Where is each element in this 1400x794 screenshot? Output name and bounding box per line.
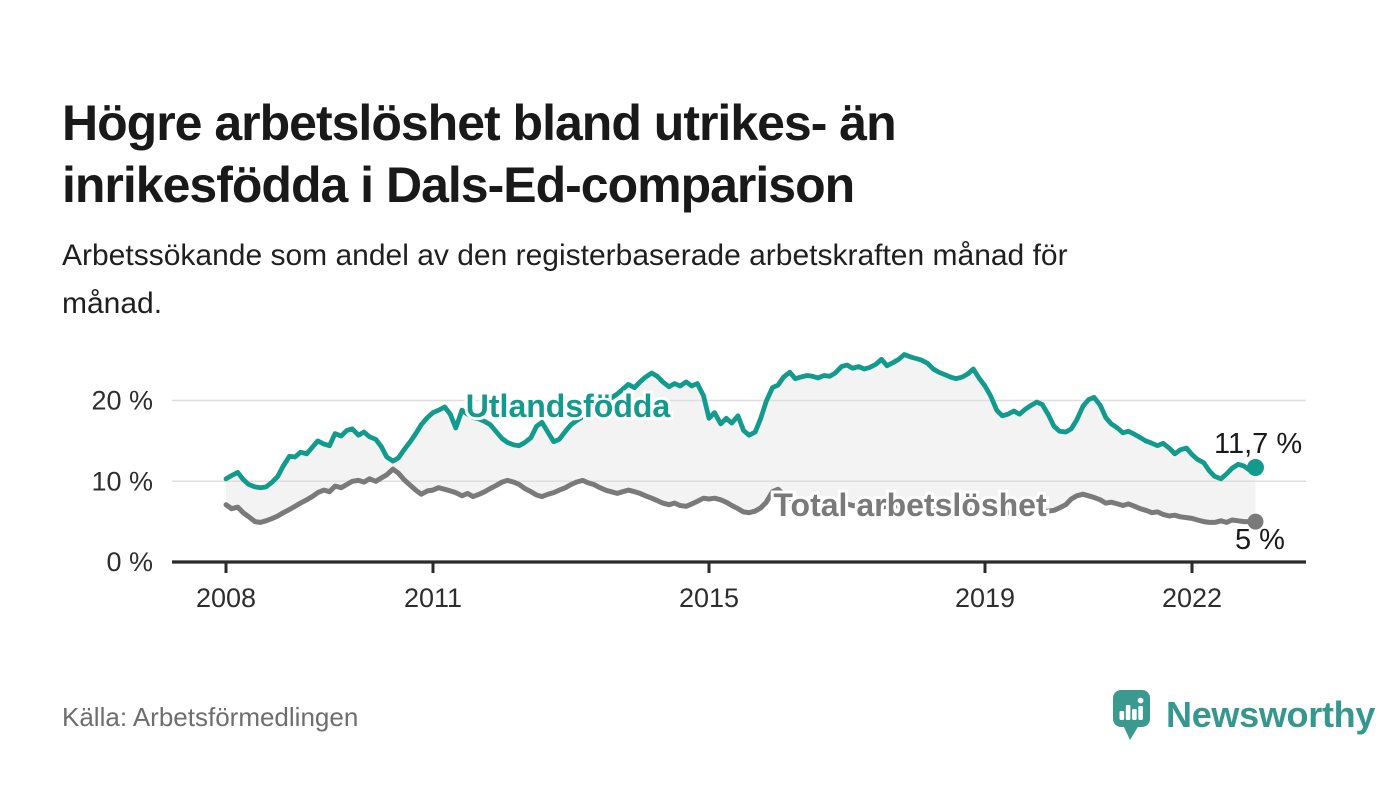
y-tick-label-0: 0 %: [106, 547, 153, 577]
source-note: Källa: Arbetsförmedlingen: [62, 702, 359, 732]
end-value-label-utlandsf-dda: 11,7 %: [1214, 428, 1302, 460]
endpoint-dot-total-arbetsl-shet: [1247, 513, 1264, 530]
newsworthy-logo-icon: [1113, 690, 1150, 740]
series-label-utlandsf-dda: Utlandsfödda: [466, 388, 671, 424]
title-line-2: inrikesfödda i Dals-Ed-comparison: [62, 156, 855, 213]
y-tick-label-10: 10 %: [91, 466, 153, 496]
subtitle-line-1: Arbetssökande som andel av den registerb…: [62, 239, 1068, 272]
series-band-fill: [226, 354, 1256, 523]
x-tick-label-2011: 2011: [404, 583, 462, 613]
series-line-total-arbetsl-shet: [223, 466, 1258, 525]
x-tick-label-2015: 2015: [679, 583, 739, 613]
x-tick-label-2008: 2008: [196, 583, 256, 613]
subtitle-line-2: månad.: [62, 287, 163, 320]
newsworthy-brand: Newsworthy: [1112, 688, 1375, 742]
endpoint-dot-utlandsf-dda: [1246, 459, 1264, 477]
chart-subtitle: Arbetssökande som andel av den registerb…: [62, 232, 1302, 328]
title-line-1: Högre arbetslöshet bland utrikes- än: [62, 94, 897, 151]
page-title: Högre arbetslöshet bland utrikes- än inr…: [62, 92, 1162, 216]
series-line-utlandsf-dda: [223, 352, 1258, 491]
series-label-total-arbetsl-shet: Total arbetslöshet: [773, 487, 1047, 523]
x-tick-label-2019: 2019: [955, 583, 1015, 613]
newsworthy-wordmark: Newsworthy: [1166, 694, 1376, 735]
x-tick-label-2022: 2022: [1162, 583, 1222, 613]
y-tick-label-20: 20 %: [91, 386, 153, 416]
end-value-label-total-arbetsl-shet: 5 %: [1235, 524, 1285, 556]
